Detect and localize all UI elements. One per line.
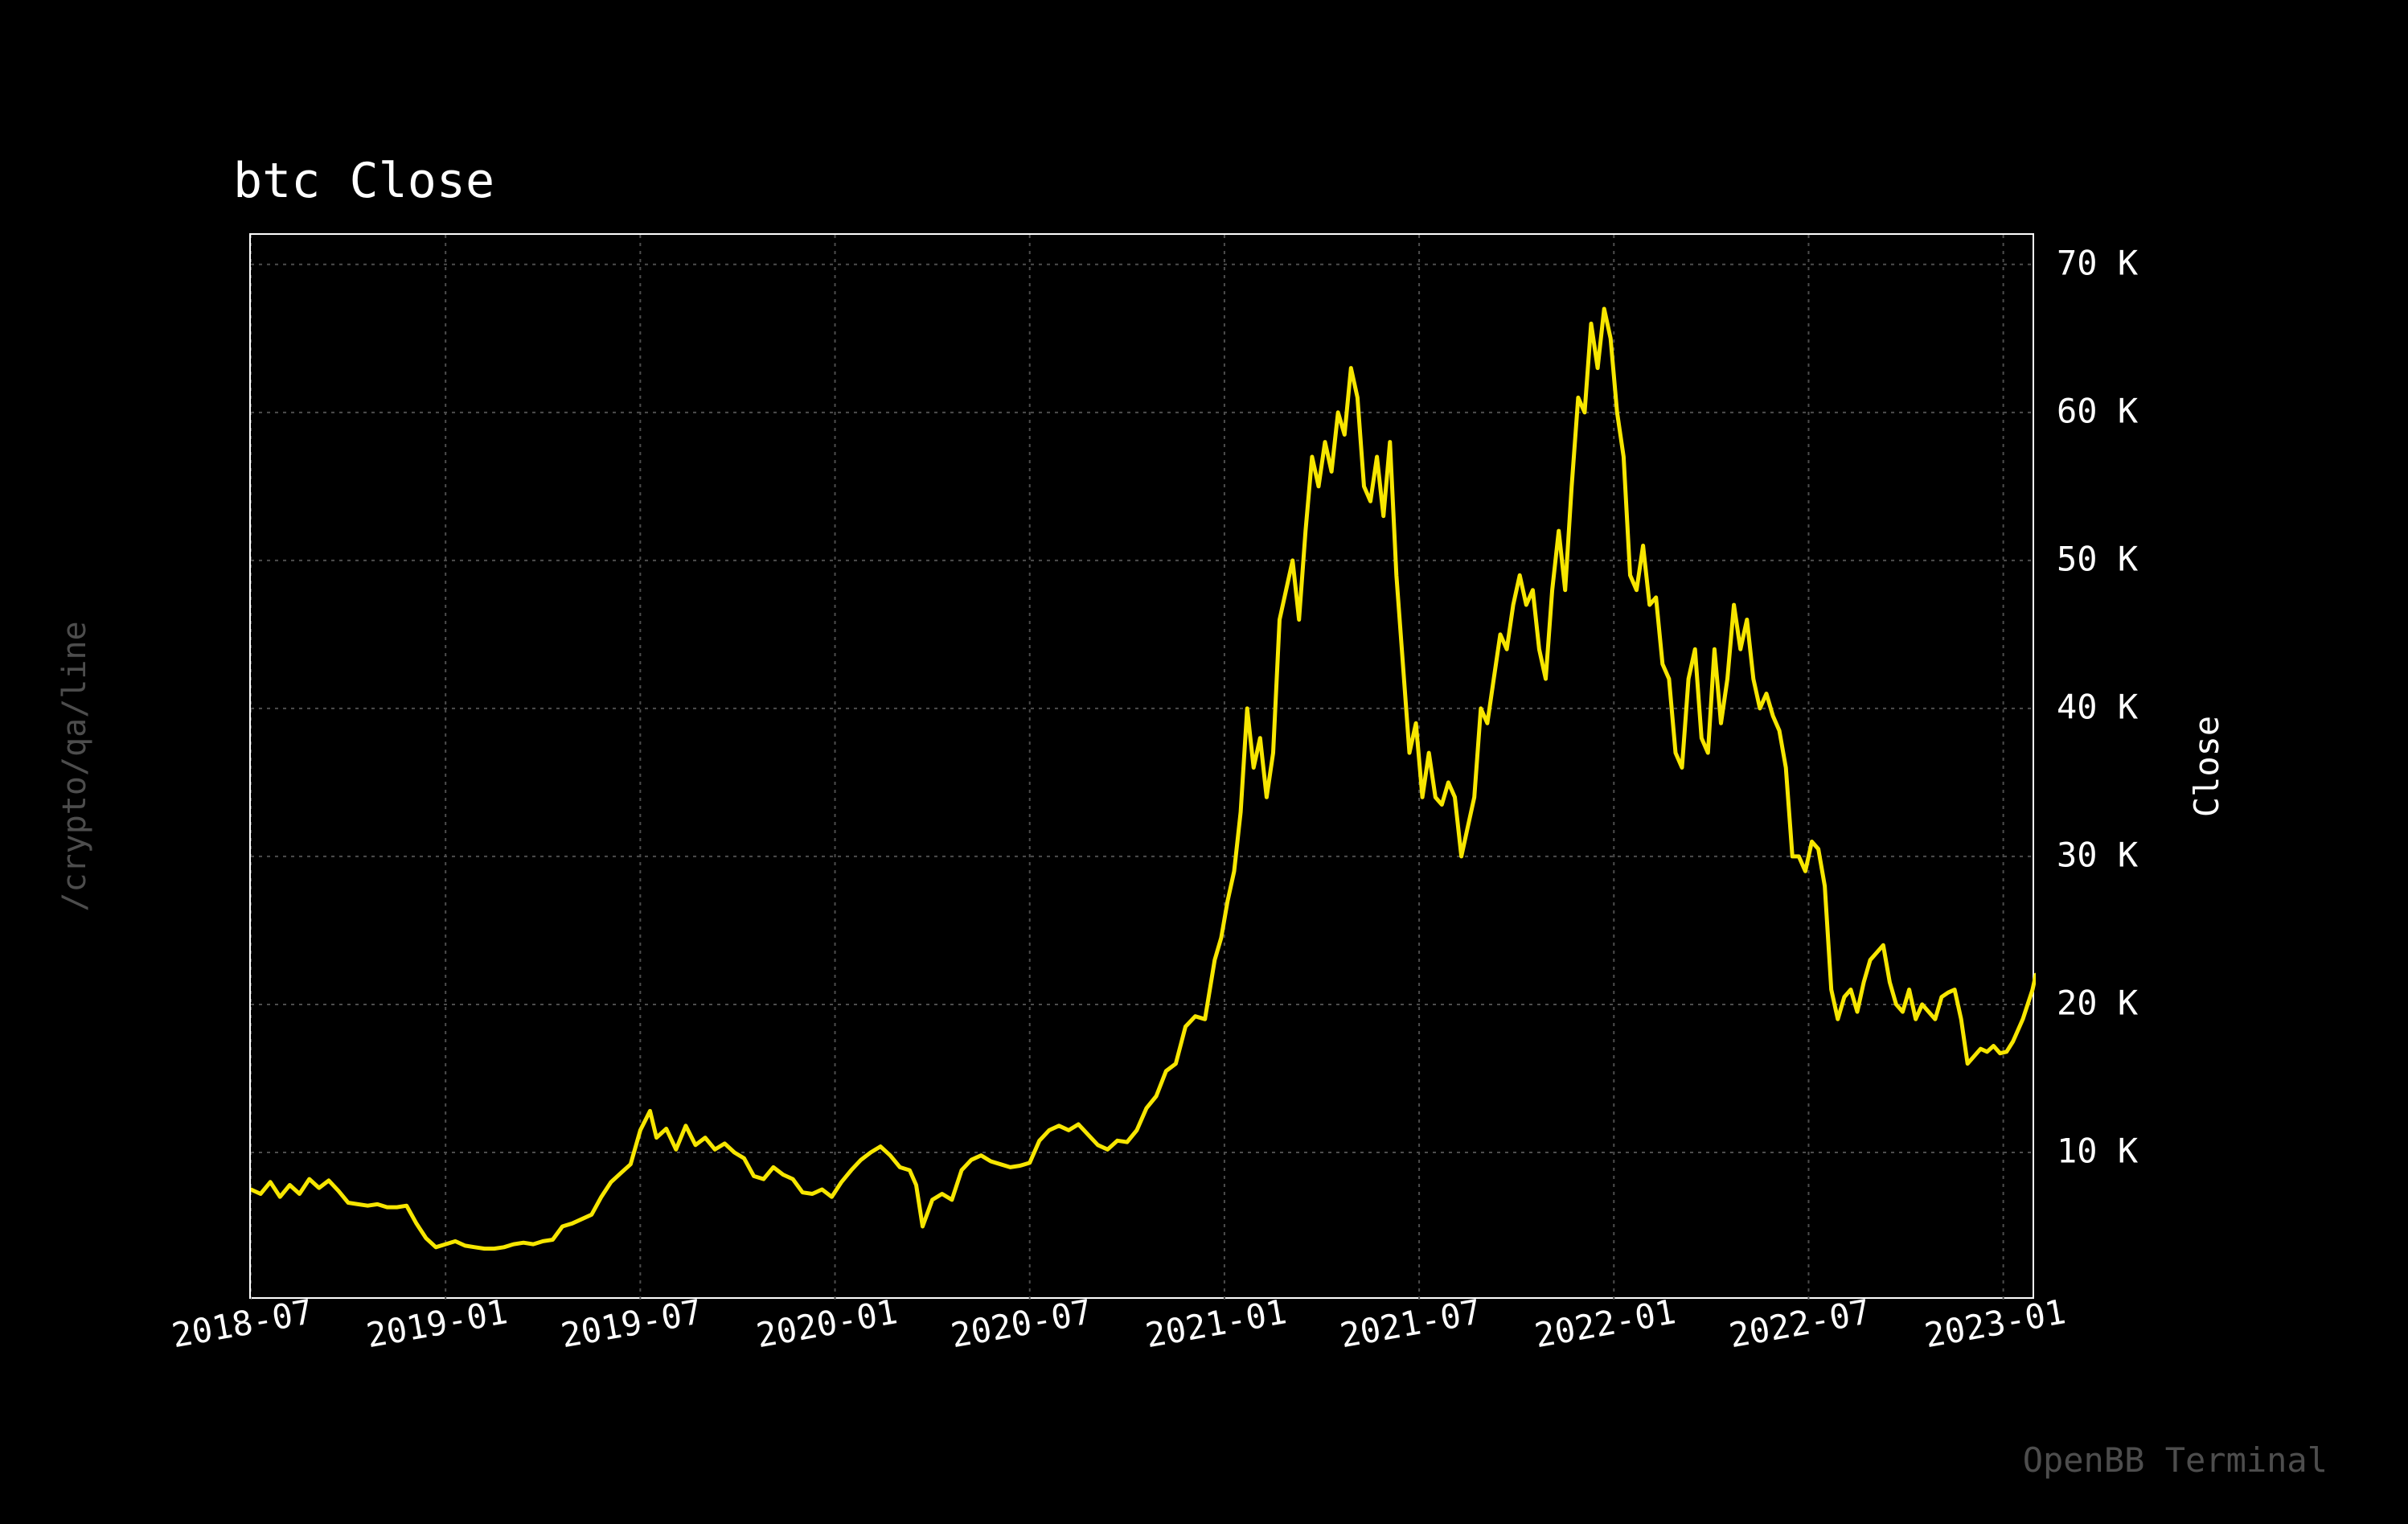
chart-title: btc Close [233,153,494,209]
x-tick-label: 2021-07 [1337,1292,1484,1355]
x-tick-label: 2022-07 [1726,1292,1873,1355]
x-tick-label: 2018-07 [169,1292,316,1355]
y-axis-label: Close [2187,715,2226,816]
chart-figure: btc Close /crypto/qa/line Close OpenBB T… [40,24,2368,1500]
y-tick-label: 70 K [2057,243,2138,282]
y-tick-label: 20 K [2057,983,2138,1022]
x-tick-label: 2021-01 [1142,1292,1290,1355]
y-tick-label: 30 K [2057,835,2138,874]
x-tick-label: 2020-01 [753,1292,900,1355]
x-tick-label: 2022-01 [1532,1292,1679,1355]
x-tick-label: 2019-07 [558,1292,705,1355]
y-tick-label: 10 K [2057,1131,2138,1170]
x-tick-label: 2020-07 [948,1292,1095,1355]
y-tick-label: 60 K [2057,391,2138,430]
branding-label: OpenBB Terminal [2023,1440,2328,1480]
plot-area [249,233,2034,1299]
x-tick-label: 2019-01 [363,1292,511,1355]
terminal-window: btc Close /crypto/qa/line Close OpenBB T… [0,0,2408,1524]
y-tick-label: 50 K [2057,539,2138,578]
y-tick-label: 40 K [2057,687,2138,726]
price-line [251,235,2036,1300]
command-path-watermark: /crypto/qa/line [56,621,93,911]
x-tick-label: 2023-01 [1922,1292,2069,1355]
